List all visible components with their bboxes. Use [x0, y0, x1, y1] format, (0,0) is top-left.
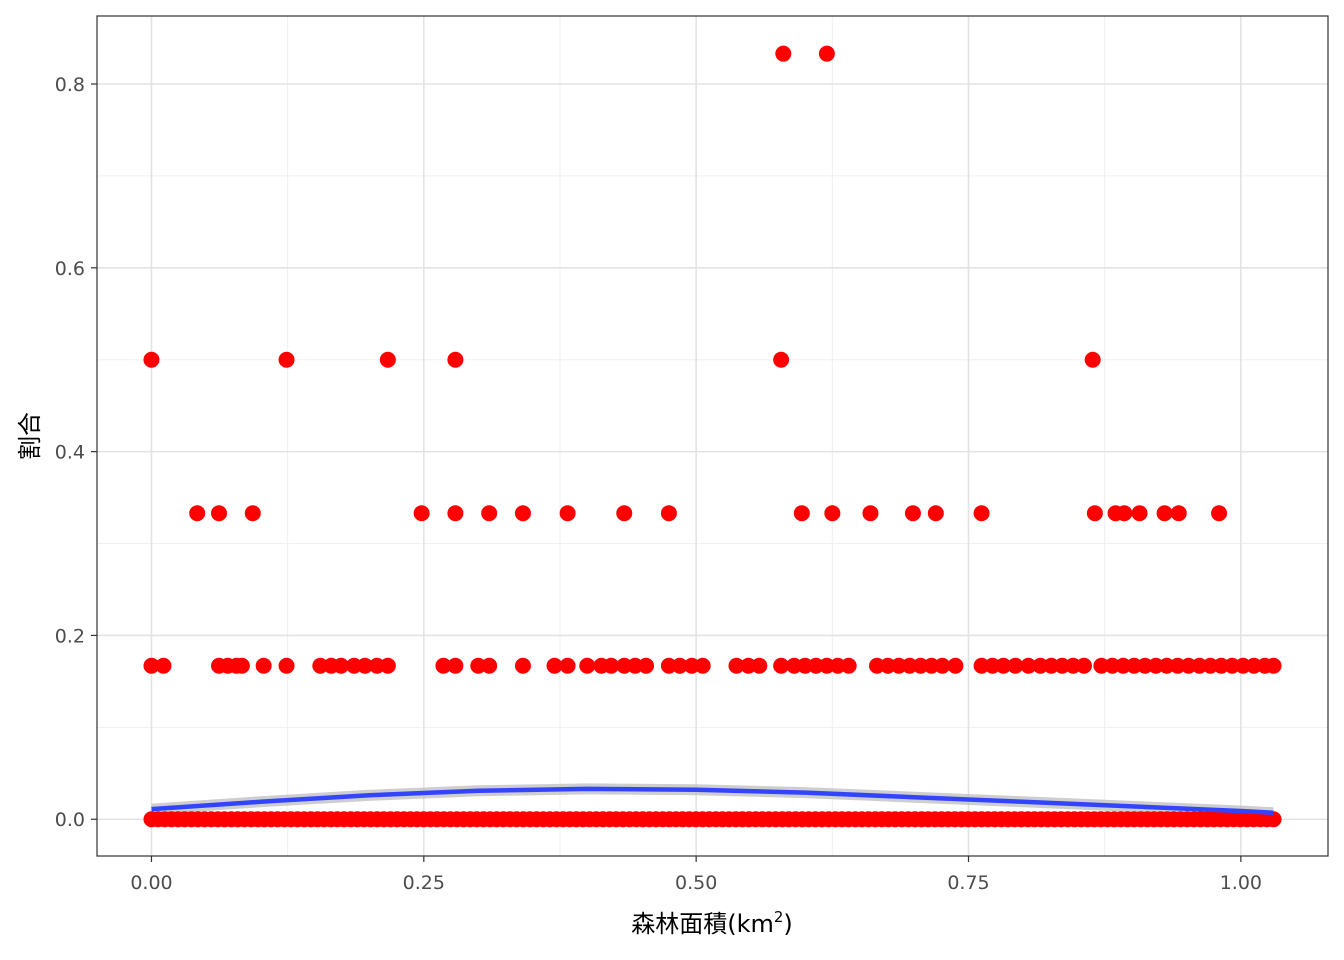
- data-point: [379, 657, 396, 674]
- data-point: [775, 45, 792, 62]
- data-point: [818, 45, 835, 62]
- data-point: [862, 505, 879, 522]
- data-point: [638, 657, 655, 674]
- data-point: [793, 505, 810, 522]
- data-point: [435, 657, 452, 674]
- data-point: [333, 657, 350, 674]
- data-point: [1156, 505, 1173, 522]
- x-tick-label: 0.75: [947, 872, 989, 894]
- data-point: [1084, 351, 1101, 368]
- data-point: [1265, 657, 1282, 674]
- x-tick-label: 0.00: [130, 872, 172, 894]
- data-point: [1170, 505, 1187, 522]
- data-point: [413, 505, 430, 522]
- x-axis: 0.00 0.25 0.50 0.75 1.00: [130, 856, 1262, 894]
- data-point: [934, 657, 951, 674]
- smooth-curve: [151, 786, 1274, 816]
- data-point: [447, 351, 464, 368]
- data-point: [1020, 657, 1037, 674]
- panel-background: [97, 16, 1328, 856]
- y-axis: 0.0 0.2 0.4 0.6 0.8: [55, 74, 97, 831]
- data-point: [927, 505, 944, 522]
- data-point: [481, 505, 498, 522]
- data-point: [904, 505, 921, 522]
- data-point: [143, 351, 160, 368]
- x-tick-label: 0.50: [675, 872, 717, 894]
- data-point: [189, 505, 206, 522]
- data-point: [1075, 657, 1092, 674]
- data-point: [379, 351, 396, 368]
- y-tick-label: 0.4: [55, 442, 85, 464]
- data-point: [211, 505, 228, 522]
- data-point: [973, 505, 990, 522]
- data-point: [947, 657, 964, 674]
- data-point: [773, 351, 790, 368]
- x-tick-label: 0.25: [403, 872, 445, 894]
- data-point: [751, 657, 768, 674]
- data-point: [481, 657, 498, 674]
- data-point: [244, 505, 261, 522]
- data-point: [514, 657, 531, 674]
- data-point: [1211, 505, 1228, 522]
- data-point: [1116, 505, 1133, 522]
- data-point: [616, 505, 633, 522]
- data-point: [1265, 811, 1282, 828]
- data-point: [155, 657, 172, 674]
- data-point: [278, 657, 295, 674]
- data-point: [356, 657, 373, 674]
- data-point: [255, 657, 272, 674]
- data-point: [824, 505, 841, 522]
- data-point: [728, 657, 745, 674]
- data-point: [447, 505, 464, 522]
- data-point: [514, 505, 531, 522]
- data-point: [671, 657, 688, 674]
- data-point: [603, 657, 620, 674]
- x-tick-label: 1.00: [1220, 872, 1262, 894]
- data-point: [559, 657, 576, 674]
- data-point: [143, 657, 160, 674]
- y-tick-label: 0.0: [55, 809, 85, 831]
- data-point: [660, 505, 677, 522]
- data-point: [694, 657, 711, 674]
- y-tick-label: 0.8: [55, 74, 85, 96]
- data-points: [143, 45, 1282, 828]
- data-point: [995, 657, 1012, 674]
- panel-border: [96, 15, 1329, 857]
- data-point: [579, 657, 596, 674]
- smooth-line: [151, 786, 1274, 816]
- x-axis-title: 森林面積(km2): [631, 908, 793, 938]
- data-point: [233, 657, 250, 674]
- data-point: [559, 505, 576, 522]
- y-axis-title: 割合: [16, 412, 44, 460]
- data-point: [278, 351, 295, 368]
- data-point: [1007, 657, 1024, 674]
- y-tick-label: 0.6: [55, 258, 85, 280]
- data-point: [840, 657, 857, 674]
- data-point: [773, 657, 790, 674]
- data-point: [546, 657, 563, 674]
- data-point: [1086, 505, 1103, 522]
- data-point: [1131, 505, 1148, 522]
- data-point: [447, 657, 464, 674]
- y-tick-label: 0.2: [55, 625, 85, 647]
